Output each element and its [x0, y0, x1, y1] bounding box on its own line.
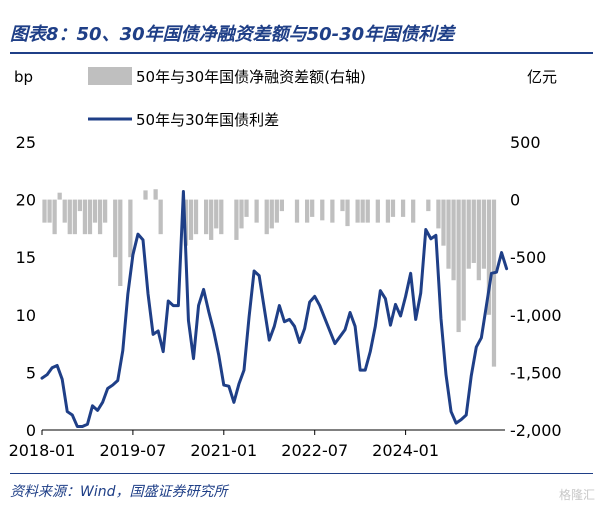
right-tick-label: 500 — [510, 133, 541, 152]
bar — [97, 199, 103, 235]
bar — [446, 199, 451, 269]
axes: 0 5 10 15 20 25 -2,000 -1,500 -1,000 -500 0 500 2018… — [9, 133, 562, 460]
right-tick-label: -2,000 — [510, 421, 562, 440]
bar — [279, 199, 284, 212]
bar — [436, 199, 441, 229]
x-tick-label: 2021-01 — [190, 441, 257, 460]
bar — [92, 199, 98, 223]
bar — [113, 199, 118, 258]
bar — [244, 199, 249, 217]
right-tick-label: -1,000 — [510, 306, 562, 325]
bar — [340, 199, 345, 212]
left-tick-label: 15 — [16, 248, 36, 267]
bar — [345, 199, 350, 227]
bar — [385, 199, 391, 223]
bar — [193, 199, 199, 235]
bar — [491, 199, 497, 367]
bar — [451, 199, 456, 281]
bar — [62, 199, 67, 223]
right-axis-unit: 亿元 — [527, 68, 557, 86]
bar — [471, 199, 476, 263]
bar — [128, 199, 133, 258]
source-note: 资料来源：Wind，国盛证券研究所 — [10, 484, 228, 500]
bar — [305, 199, 310, 223]
bar-series-net-financing-gap — [42, 189, 497, 367]
bar — [400, 199, 406, 217]
left-tick-label: 10 — [16, 306, 36, 325]
bar — [375, 199, 380, 223]
bar — [42, 199, 47, 223]
bar — [426, 199, 431, 212]
bar — [67, 199, 72, 235]
bar — [294, 199, 300, 223]
bar — [481, 199, 486, 269]
bar — [330, 199, 335, 223]
left-tick-label: 5 — [26, 363, 36, 382]
right-tick-label: -500 — [510, 248, 546, 267]
x-tick-label: 2019-07 — [99, 441, 166, 460]
bar — [72, 199, 77, 235]
bar — [466, 199, 471, 269]
bar — [204, 199, 209, 235]
bar — [239, 199, 244, 229]
bar — [143, 190, 148, 200]
right-tick-label: -1,500 — [510, 363, 562, 382]
bar — [82, 199, 88, 235]
bar — [441, 199, 446, 246]
x-tick-label: 2018-01 — [9, 441, 76, 460]
bar — [310, 199, 315, 217]
bar — [254, 199, 259, 223]
chart-title: 图表8：50、30年国债净融资差额与50-30年国债利差 — [10, 24, 455, 45]
left-tick-label: 25 — [16, 133, 36, 152]
bar — [320, 199, 325, 221]
bar — [158, 199, 163, 235]
bar — [57, 192, 62, 200]
bar — [411, 199, 416, 223]
legend-line-label: 50年与30年国债利差 — [136, 111, 279, 129]
bar — [103, 199, 108, 223]
bar — [209, 199, 214, 240]
spread-line — [40, 190, 509, 429]
title-divider — [10, 52, 593, 54]
bar — [234, 199, 239, 240]
right-tick-label: 0 — [510, 191, 520, 210]
bar — [355, 199, 360, 223]
left-tick-label: 0 — [26, 421, 36, 440]
bar — [486, 199, 492, 315]
bar — [456, 199, 461, 333]
line-series-yield-spread — [40, 190, 509, 429]
bar — [390, 199, 396, 217]
left-tick-label: 20 — [16, 191, 36, 210]
legend-bar-swatch — [88, 67, 132, 85]
x-tick-label: 2024-01 — [372, 441, 439, 460]
watermark: 格隆汇 — [558, 488, 595, 502]
bar — [77, 199, 82, 212]
bar — [52, 199, 57, 235]
bar — [153, 189, 158, 200]
bar — [360, 199, 365, 223]
bar — [87, 199, 93, 235]
source-divider — [10, 473, 593, 474]
bar — [219, 199, 224, 235]
bar — [461, 199, 466, 321]
left-axis-unit: bp — [14, 68, 33, 86]
bar — [365, 199, 370, 223]
bar — [214, 199, 219, 229]
bar — [118, 199, 123, 286]
legend-bar-label: 50年与30年国债净融资差额(右轴) — [136, 68, 366, 86]
bar — [47, 199, 52, 223]
x-tick-label: 2022-07 — [281, 441, 348, 460]
bar — [269, 199, 274, 229]
bar — [264, 199, 269, 235]
bar — [476, 199, 481, 281]
legend: 50年与30年国债净融资差额(右轴) 50年与30年国债利差 — [88, 67, 366, 129]
bar — [274, 199, 279, 223]
bar — [188, 199, 194, 240]
